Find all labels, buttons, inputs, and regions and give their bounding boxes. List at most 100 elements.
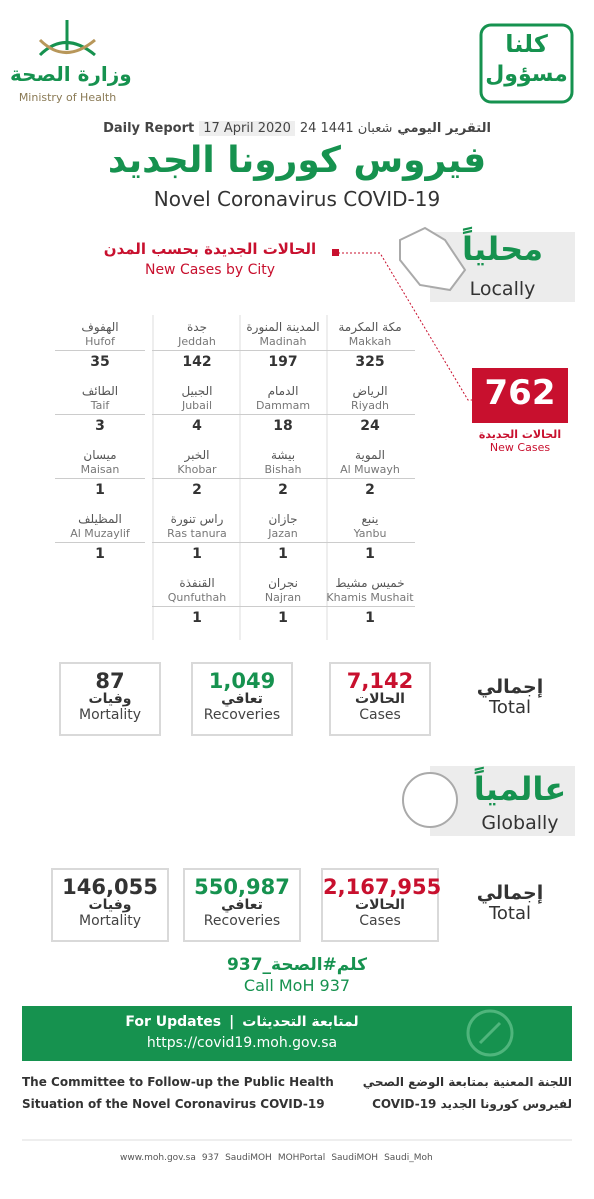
city-value: 1	[95, 482, 105, 498]
stat-label-ar: وفيات	[88, 691, 132, 707]
call-en: Call MoH 937	[243, 976, 351, 995]
city-value: 1	[192, 610, 202, 626]
global-total-en: Total	[488, 903, 532, 924]
stat-label-ar: الحالات	[355, 897, 405, 913]
city-value: 1	[95, 546, 105, 562]
city-name-ar: الخبر	[184, 448, 210, 462]
city-name-ar: بيشة	[270, 448, 296, 462]
stat-box: 550,987 تعافي Recoveries	[183, 868, 301, 942]
report-label-en: Daily Report	[103, 121, 195, 136]
stat-label-en: Recoveries	[203, 707, 281, 723]
city-name-ar: راس تنورة	[170, 512, 224, 526]
city-name-ar: مكة المكرمة	[338, 320, 402, 334]
footer-en-2: Situation of the Novel Coronavirus COVID…	[22, 1097, 325, 1111]
stat-label-ar: تعافي	[221, 897, 263, 913]
stat-label-en: Mortality	[78, 913, 142, 929]
social-link[interactable]: www.moh.gov.sa	[120, 1153, 196, 1163]
stat-value: 87	[95, 669, 125, 693]
stat-value: 1,049	[208, 669, 276, 693]
city-name-en: Hufof	[55, 335, 145, 351]
city-name-ar: ميسان	[83, 448, 117, 462]
city-name-en: Jubail	[152, 399, 242, 415]
separator: |	[229, 1014, 235, 1030]
call-ar: كلم#الصحة_937	[227, 955, 367, 975]
updates-heading: For Updates | لمتابعة التحديثات	[22, 1014, 462, 1030]
city-value: 3	[95, 418, 105, 434]
ministry-ar: وزارة الصحة	[10, 62, 132, 86]
city-name-en: Dammam	[238, 399, 328, 415]
social-link[interactable]: Saudi_Moh	[384, 1153, 433, 1163]
stat-box: 7,142 الحالات Cases	[329, 662, 431, 736]
stat-label-ar: الحالات	[355, 691, 405, 707]
city-value: 2	[192, 482, 202, 498]
city-name-en: Bishah	[238, 463, 328, 479]
city-value: 325	[355, 354, 385, 370]
city-name-ar: الطائف	[81, 384, 119, 398]
city-name-en: Al Muwayh	[325, 463, 415, 479]
city-name-ar: ينبع	[361, 512, 379, 526]
stat-box: 1,049 تعافي Recoveries	[191, 662, 293, 736]
report-line: Daily Report 17 April 2020 24 شعبان 1441…	[0, 121, 594, 136]
stat-box: 146,055 وفيات Mortality	[51, 868, 169, 942]
local-total-en: Total	[488, 697, 532, 718]
city-name-ar: المظيلف	[78, 512, 122, 526]
ministry-en: Ministry of Health	[18, 91, 117, 104]
new-cases-label-ar: الحالات الجديدة	[478, 428, 562, 441]
city-name-en: Maisan	[55, 463, 145, 479]
city-value: 1	[192, 546, 202, 562]
new-cases-label-en: New Cases	[489, 441, 551, 454]
title-ar: فيروس كورونا الجديد	[107, 140, 487, 181]
slogan: مسؤول	[485, 62, 568, 87]
stat-value: 2,167,955	[323, 875, 442, 899]
social-link[interactable]: SaudiMOH	[331, 1153, 379, 1163]
city-value: 1	[365, 546, 375, 562]
city-name-ar: جازان	[268, 512, 298, 526]
logo-emblem	[38, 20, 96, 57]
updates-ar: لمتابعة التحديثات	[242, 1014, 359, 1030]
arrow-icon	[466, 1009, 514, 1057]
stat-label-ar: تعافي	[221, 691, 263, 707]
social-link[interactable]: SaudiMOH	[225, 1153, 272, 1163]
updates-en: For Updates	[125, 1014, 222, 1030]
city-name-en: Madinah	[238, 335, 328, 351]
report-date: 17 April 2020	[199, 121, 295, 136]
city-name-en: Khobar	[152, 463, 242, 479]
city-value: 2	[365, 482, 375, 498]
social-link[interactable]: 937	[201, 1153, 220, 1163]
stat-label-en: Recoveries	[203, 913, 281, 929]
social-link[interactable]: MOHPortal	[277, 1153, 326, 1163]
social-links: www.moh.gov.sa 937 SaudiMOH MOHPortal SaudiM…	[120, 1153, 580, 1163]
stat-label-en: Cases	[359, 913, 401, 929]
local-heading-ar: محلياً	[461, 230, 543, 268]
city-value: 4	[192, 418, 202, 434]
city-name-en: Al Muzaylif	[55, 527, 145, 543]
footer-en-1: The Committee to Follow-up the Public He…	[22, 1075, 334, 1089]
city-name-ar: الدمام	[267, 384, 299, 398]
city-name-ar: الجبيل	[181, 384, 213, 398]
global-total-ar: إجمالي	[476, 882, 544, 904]
city-dividers	[152, 315, 328, 640]
new-cases-value: 762	[484, 373, 556, 413]
connector	[338, 252, 472, 401]
footer-ar-1: اللجنة المعنية بمتابعة الوضع الصحي	[362, 1075, 572, 1089]
city-name-en: Riyadh	[325, 399, 415, 415]
city-name-ar: الموية	[355, 448, 385, 462]
stat-value: 146,055	[62, 875, 158, 899]
city-name-en: Yanbu	[325, 527, 415, 543]
city-name-en: Jeddah	[152, 335, 242, 351]
city-name-en: Qunfuthah	[152, 591, 242, 607]
city-name-en: Ras tanura	[152, 527, 242, 543]
city-name-ar: جدة	[186, 320, 207, 334]
new-cases-box	[472, 368, 568, 423]
city-name-en: Makkah	[325, 335, 415, 351]
city-name-ar: القنفذة	[179, 576, 215, 590]
local-total-ar: إجمالي	[476, 676, 544, 698]
report-label-ar: التقرير اليومي	[397, 121, 491, 136]
city-value: 2	[278, 482, 288, 498]
updates-url[interactable]: https://covid19.moh.gov.sa	[146, 1035, 338, 1051]
city-name-ar: الرياض	[352, 384, 388, 398]
slogan: كلنا	[505, 30, 548, 58]
stat-label-en: Cases	[359, 707, 401, 723]
city-name-ar: نجران	[268, 576, 298, 590]
